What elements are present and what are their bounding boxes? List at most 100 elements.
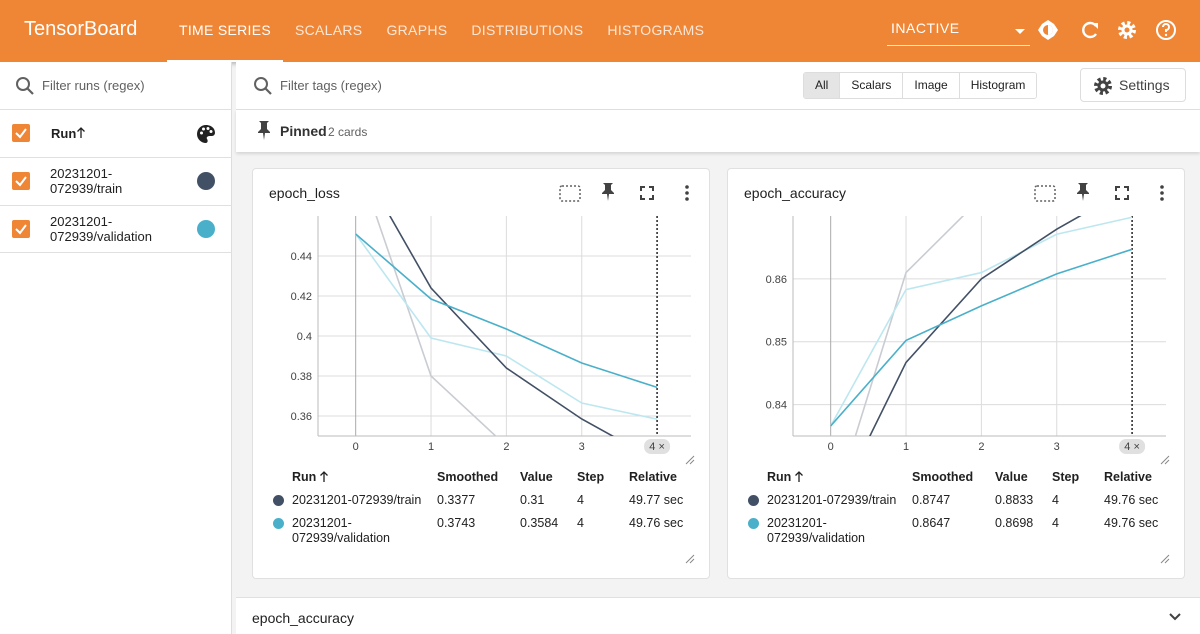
filter-button[interactable]: Histogram (959, 73, 1037, 98)
resize-handle (1160, 554, 1170, 564)
pinned-header: Pinned 2 cards (236, 110, 1200, 152)
app-title[interactable]: TensorBoard (24, 18, 138, 40)
data-download-icon[interactable] (559, 185, 581, 202)
card-title: epoch_loss (269, 185, 340, 201)
series-line (355, 233, 658, 420)
search-icon (16, 77, 34, 95)
table-cell: 4 (1052, 516, 1059, 530)
x-tick-label: 4 × (1124, 441, 1140, 453)
collapsed-group[interactable]: epoch_accuracy (236, 597, 1200, 634)
top-bar: TensorBoard TIME SERIES SCALARS GRAPHS DIST… (0, 0, 1200, 62)
filter-button[interactable]: Image (903, 73, 960, 98)
table-header: Relative (629, 470, 677, 484)
nav-tab[interactable]: GRAPHS (386, 22, 448, 38)
card-title: epoch_accuracy (744, 185, 846, 201)
table-header: Step (1052, 470, 1080, 484)
run-filter-placeholder: Filter runs (regex) (42, 78, 145, 93)
run-color[interactable] (197, 172, 215, 190)
run-color[interactable] (197, 219, 215, 238)
y-tick-label: 0.36 (291, 411, 312, 423)
series-line (389, 216, 615, 436)
runs-header: Run (0, 110, 232, 158)
sort-arrow (795, 471, 803, 482)
table-cell: 49.76 sec (1104, 516, 1159, 530)
table-header: Smoothed (912, 470, 974, 484)
card-type-filter: All Scalars Image Histogram (803, 72, 1038, 99)
more-icon[interactable] (685, 185, 689, 201)
x-tick-label: 0 (353, 441, 359, 453)
palette-icon[interactable] (195, 123, 217, 145)
card-icons (1034, 183, 1164, 202)
table-cell: 49.76 sec (1104, 493, 1159, 507)
run-filter[interactable]: Filter runs (regex) (0, 62, 232, 110)
settings-icon[interactable] (1118, 21, 1136, 39)
table-cell: 0.8698 (995, 516, 1034, 530)
table-cell: 49.76 sec (629, 516, 684, 530)
nav-tab[interactable]: DISTRIBUTIONS (471, 22, 584, 38)
run-color-dot (273, 495, 284, 506)
scalar-card: epoch_loss 0.36 0.38 0.4 0.42 0.44 0 1 2 3 4 × Run S… (252, 168, 710, 579)
table-cell: 4 (1052, 493, 1059, 507)
tabs: TIME SERIES SCALARS GRAPHS DISTRIBUTIONS HIS… (167, 0, 716, 62)
table-cell: 4 (577, 493, 584, 507)
filter-button[interactable]: Scalars (840, 73, 904, 98)
series-line (854, 216, 965, 436)
run-checkbox[interactable] (12, 172, 30, 190)
table-header: Run (292, 470, 317, 484)
x-tick-label: 3 (579, 441, 585, 453)
dropdown-arrow[interactable] (1015, 29, 1025, 34)
tag-filter-placeholder[interactable]: Filter tags (regex) (280, 78, 382, 93)
run-column-header[interactable]: Run (51, 126, 77, 141)
run-color-dot (748, 495, 759, 506)
settings-icon (1094, 77, 1112, 95)
y-tick-label: 0.86 (766, 274, 787, 286)
help-icon[interactable] (1156, 20, 1176, 40)
step-pill (1119, 439, 1146, 454)
header-icons (1015, 20, 1176, 40)
sort-arrow (77, 127, 85, 138)
search-icon (254, 77, 272, 95)
pinned-count: 2 cards (328, 125, 368, 139)
run-name: 20231201-072939/train (50, 166, 123, 196)
table-cell: 49.77 sec (629, 493, 684, 507)
runs-sidebar: Filter runs (regex) Run 20231201-072939/… (0, 62, 232, 634)
pin-icon (258, 121, 270, 140)
x-tick-label: 0 (828, 441, 834, 453)
toolbar: Filter tags (regex) All Scalars Image Histo… (236, 62, 1200, 110)
scalar-card: epoch_accuracy 0.84 0.85 0.86 0 1 2 3 4 × Run Smoo… (727, 168, 1185, 579)
nav-tab[interactable]: SCALARS (294, 22, 363, 38)
table-cell: 0.8833 (995, 493, 1034, 507)
pin-icon[interactable] (602, 183, 614, 201)
table-cell: 20231201-072939/validation (292, 516, 390, 545)
table-cell: 20231201-072939/train (767, 493, 897, 507)
run-row: 20231201-072939/validation (0, 206, 232, 253)
run-checkbox[interactable] (12, 219, 30, 238)
pin-icon[interactable] (1077, 183, 1089, 201)
fullscreen-icon[interactable] (1115, 186, 1129, 200)
table-header: Step (577, 470, 605, 484)
select-all-checkbox[interactable] (12, 124, 30, 142)
plugin-select[interactable]: INACTIVE (887, 20, 1030, 46)
data-download-icon[interactable] (1034, 185, 1056, 202)
table-cell: 0.8747 (912, 493, 951, 507)
series-line (829, 216, 1133, 427)
theme-icon[interactable] (1038, 20, 1058, 40)
nav-tab[interactable]: HISTOGRAMS (607, 22, 705, 38)
y-tick-label: 0.4 (297, 331, 312, 343)
nav-tab[interactable]: TIME SERIES (167, 0, 283, 62)
expand-chevron[interactable] (1167, 608, 1183, 624)
y-tick-label: 0.84 (766, 400, 787, 412)
run-color-dot (273, 518, 284, 529)
sort-arrow (320, 471, 328, 482)
x-tick-label: 1 (903, 441, 909, 453)
x-tick-label: 2 (503, 441, 509, 453)
table-header: Value (995, 470, 1028, 484)
table-cell: 0.3743 (437, 516, 476, 530)
fullscreen-icon[interactable] (640, 186, 654, 200)
reload-icon[interactable] (1082, 21, 1098, 39)
filter-button[interactable]: All (804, 73, 841, 98)
x-tick-label: 4 × (649, 441, 665, 453)
more-icon[interactable] (1160, 185, 1164, 201)
y-tick-label: 0.42 (291, 291, 312, 303)
